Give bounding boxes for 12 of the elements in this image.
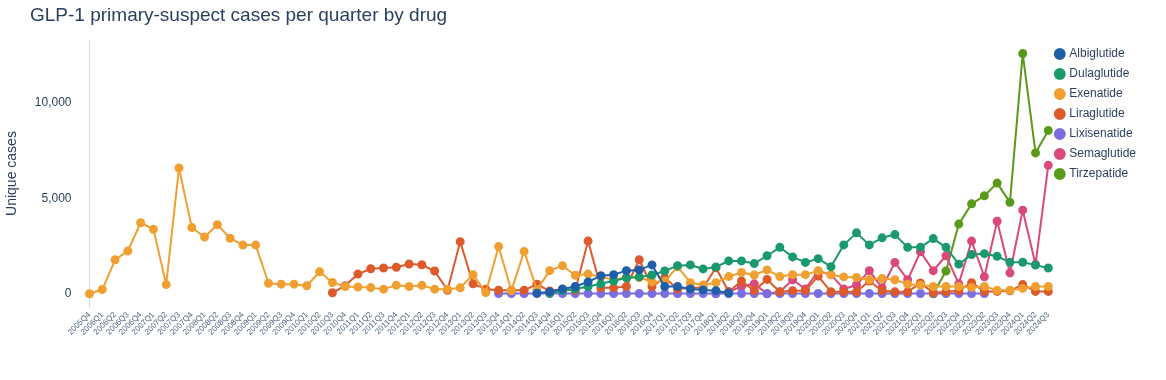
- legend-label: Dulaglutide: [1069, 66, 1130, 81]
- legend-label: Exenatide: [1069, 86, 1123, 101]
- y-axis-title: Unique cases: [3, 131, 20, 216]
- y-tick-label: 0: [64, 286, 72, 301]
- legend-label: Semaglutide: [1069, 146, 1137, 161]
- legend-label: Albiglutide: [1069, 46, 1125, 61]
- chart-title: GLP-1 primary-suspect cases per quarter by drug: [30, 4, 448, 26]
- y-tick-label: 5,000: [41, 190, 72, 205]
- legend-label: Liraglutide: [1069, 106, 1125, 121]
- legend-label: Lixisenatide: [1069, 126, 1133, 141]
- y-tick-label: 10,000: [34, 95, 72, 110]
- legend-label: Tirzepatide: [1069, 166, 1129, 181]
